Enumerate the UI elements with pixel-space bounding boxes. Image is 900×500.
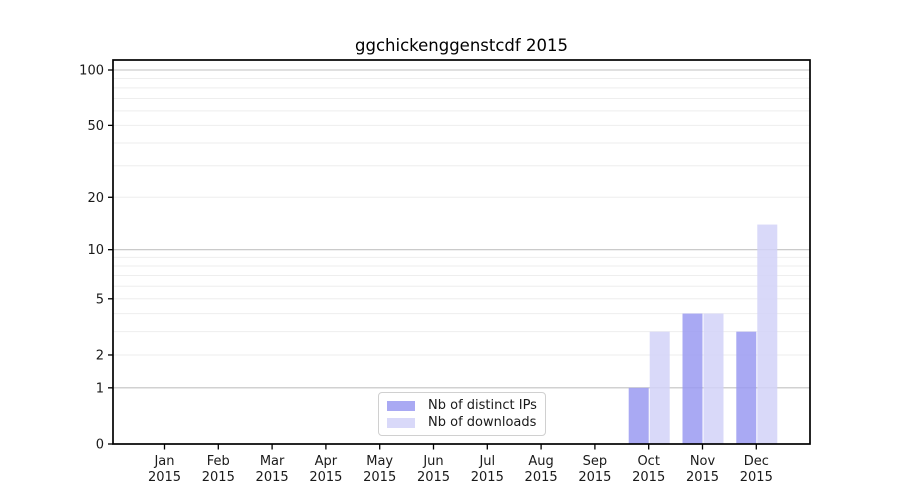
x-tick-label-month: Mar <box>260 454 285 469</box>
bar-downloads-oct <box>649 331 670 444</box>
x-tick-label-month: May <box>366 454 393 469</box>
x-tick-label-month: Oct <box>637 454 659 469</box>
x-tick-label-year: 2015 <box>471 470 504 485</box>
y-tick-label: 0 <box>96 438 104 453</box>
legend: Nb of distinct IPs Nb of downloads <box>378 392 546 436</box>
legend-label-downloads: Nb of downloads <box>428 415 537 430</box>
legend-item-downloads: Nb of downloads <box>387 416 545 429</box>
x-tick-label-year: 2015 <box>578 470 611 485</box>
y-tick-label: 1 <box>96 381 104 396</box>
x-tick-label-year: 2015 <box>309 470 342 485</box>
legend-item-distinct-ips: Nb of distinct IPs <box>387 399 545 412</box>
x-tick-label-year: 2015 <box>417 470 450 485</box>
x-tick-label-year: 2015 <box>256 470 289 485</box>
bar-downloads-dec <box>757 224 778 444</box>
y-tick-label: 50 <box>87 119 104 134</box>
x-tick-label-year: 2015 <box>740 470 773 485</box>
bar-distinct-ips-nov <box>682 313 703 444</box>
legend-label-distinct-ips: Nb of distinct IPs <box>428 398 537 413</box>
bar-downloads-nov <box>703 313 724 444</box>
y-tick-label: 20 <box>87 191 104 206</box>
x-tick-label-month: Feb <box>207 454 230 469</box>
chart-title: ggchickenggenstcdf 2015 <box>355 36 568 55</box>
x-tick-label-year: 2015 <box>632 470 665 485</box>
axes-frame <box>112 59 811 445</box>
legend-swatch-distinct-ips <box>387 400 415 411</box>
legend-swatch-downloads <box>387 417 415 428</box>
x-tick-label-month: Apr <box>315 454 338 469</box>
x-tick-label-month: Nov <box>690 454 716 469</box>
x-tick-label-month: Aug <box>528 454 553 469</box>
x-tick-label-month: Sep <box>583 454 608 469</box>
x-tick-label-year: 2015 <box>202 470 235 485</box>
x-tick-label-year: 2015 <box>148 470 181 485</box>
y-tick-label: 100 <box>79 64 104 79</box>
x-tick-label-month: Dec <box>744 454 769 469</box>
y-tick-label: 5 <box>96 292 104 307</box>
x-tick-label-month: Jul <box>478 454 495 469</box>
y-tick-label: 10 <box>87 243 104 258</box>
x-tick-label-month: Jan <box>153 454 174 469</box>
bar-distinct-ips-dec <box>736 331 757 444</box>
x-tick-label-month: Jun <box>422 454 443 469</box>
y-tick-label: 2 <box>96 348 104 363</box>
x-tick-label-year: 2015 <box>525 470 558 485</box>
x-tick-label-year: 2015 <box>686 470 719 485</box>
x-tick-label-year: 2015 <box>363 470 396 485</box>
bar-distinct-ips-oct <box>628 387 649 444</box>
